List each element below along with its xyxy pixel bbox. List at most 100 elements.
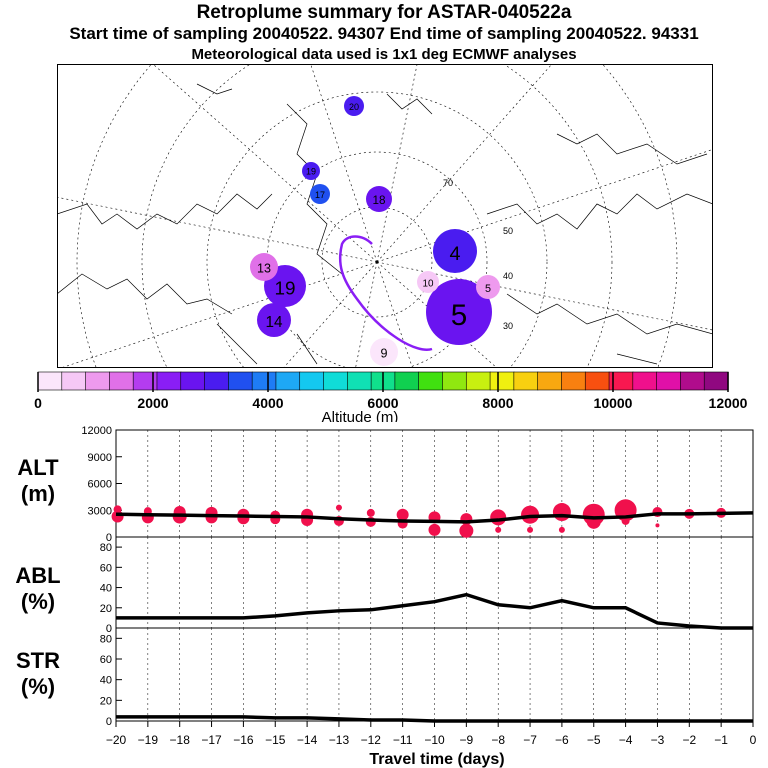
str-unit: (%) [20,674,56,699]
colorbar-swatch [703,371,729,391]
colorbar-swatch [180,371,206,391]
cluster-circle [417,271,439,293]
altitude-marker [237,512,250,525]
sampling-time-line: Start time of sampling 20040522. 94307 E… [69,24,699,43]
str-label: STR [16,648,60,673]
cluster-circle [257,303,291,337]
y-tick-label: 20 [100,603,112,615]
x-tick-label: −1 [714,733,728,747]
altitude-marker [459,523,474,538]
x-tick-label: −9 [460,733,474,747]
y-tick-label: 20 [100,695,112,707]
coastline [506,293,713,335]
altitude-marker [521,505,540,524]
colorbar-swatch [85,371,110,391]
latitude-ring [321,206,433,318]
colorbar-tick-label: 0 [34,395,42,411]
meridian-line [376,64,418,263]
colorbar-tick-label: 2000 [137,395,168,411]
cluster-label: 17 [315,190,325,200]
meridian-line [57,196,378,263]
y-tick-label: 0 [106,716,112,728]
altitude-marker [621,516,630,525]
y-tick-label: 60 [100,562,112,574]
str-panel-label: STR (%) [8,648,68,700]
x-tick-label: −14 [297,733,318,747]
coastline [386,93,433,115]
x-tick-label: −19 [138,733,159,747]
trajectory-cluster: 5 [476,275,500,299]
x-tick-label: −2 [682,733,696,747]
x-tick-label: −20 [106,733,127,747]
altitude-marker [490,509,507,526]
coastline [486,193,713,230]
x-tick-label: −6 [555,733,569,747]
trajectory-cluster: 14 [257,303,291,337]
altitude-marker [655,523,660,528]
cluster-label: 20 [349,102,359,112]
y-tick-label: 9000 [88,452,112,464]
coastline [216,323,658,365]
colorbar-swatch [632,371,658,391]
coastline [57,193,273,230]
x-axis-title: Travel time (days) [369,751,504,768]
cluster-label: 18 [372,194,385,207]
x-tick-label: −16 [233,733,254,747]
altitude-colorbar: 0 2000 4000 6000 8000 10000 12000 Altitude (m) [34,371,748,422]
abl-unit: (%) [20,589,56,614]
y-tick-label: 80 [100,633,112,645]
x-tick-label: −13 [329,733,350,747]
colorbar-tick-label: 8000 [482,395,513,411]
x-tick-label: −4 [619,733,633,747]
altitude-marker [527,526,534,533]
y-tick-label: 12000 [81,425,112,437]
cluster-circle [302,162,320,180]
meridian-line [152,64,378,263]
trajectory-line [338,235,433,352]
chart-title: Retroplume summary for ASTAR-040522a [196,2,572,23]
alt-panel-label: ALT (m) [8,455,68,507]
cluster-circle [370,338,398,366]
ring-label: 50 [503,226,513,236]
cluster-label: 14 [265,314,283,331]
x-tick-label: −7 [523,733,537,747]
x-tick-label: −15 [265,733,286,747]
colorbar-tick-label: 4000 [252,395,283,411]
abl-label: ABL [15,563,61,588]
colorbar-swatch [109,371,134,391]
colorbar-swatch [465,371,491,391]
y-tick-label: 3000 [88,505,112,517]
trajectory-cluster: 4 [433,229,477,273]
colorbar-swatch [204,371,229,391]
colorbar-tick-label: 6000 [367,395,398,411]
coastline [196,83,233,95]
altitude-marker [428,523,441,536]
colorbar-swatch [347,371,372,391]
trajectory-cluster: 9 [370,338,398,366]
latitude-ring [141,64,613,368]
colorbar-swatch [561,371,586,391]
abl-series-line [116,592,753,630]
coastline [556,133,708,165]
meridian-line [355,261,378,368]
altitude-marker [396,508,409,521]
colorbar-swatch [61,371,87,391]
alt-unit: (m) [20,481,56,506]
cluster-label: 19 [274,278,295,299]
x-tick-label: −18 [170,733,191,747]
altitude-marker [111,510,124,523]
altitude-marker [495,526,502,533]
altitude-marker [366,508,375,517]
colorbar-label: Altitude (m) [322,409,399,422]
alt-label: ALT [17,455,59,480]
colorbar-swatch [299,371,325,391]
x-tick-label: −11 [393,733,413,747]
colorbar-swatch [228,371,253,391]
x-tick-label: −12 [361,733,382,747]
cluster-circle [310,184,330,204]
colorbar-swatch [251,371,277,391]
x-tick-label: −10 [424,733,445,747]
trajectory-cluster: 18 [366,186,392,212]
